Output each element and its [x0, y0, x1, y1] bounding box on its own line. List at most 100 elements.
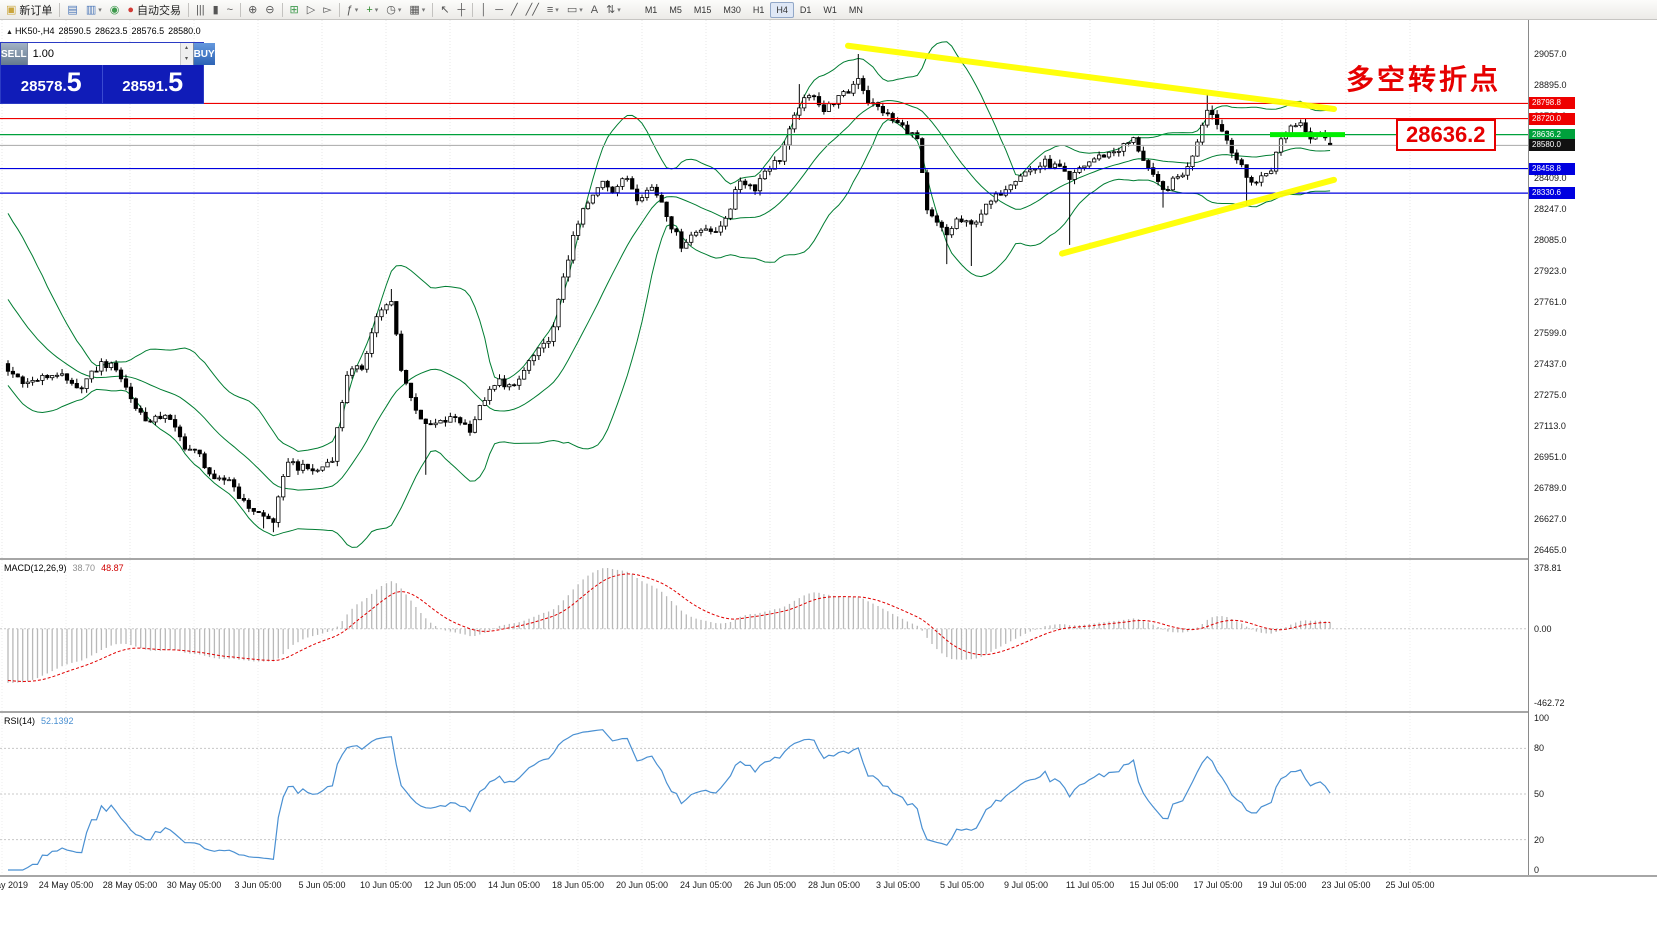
- macd-axis-label: 0.00: [1534, 624, 1552, 634]
- timeframe-button-d1[interactable]: D1: [799, 4, 812, 15]
- price-axis-label: 27437.0: [1534, 359, 1567, 369]
- time-axis-label: 17 Jul 05:00: [1193, 880, 1243, 890]
- tile-windows-icon[interactable]: ⊞: [286, 1, 303, 19]
- toolbar: ▣ 新订单 ▤ ▥ ▾ ◉ ● 自动交易 ||| ▮ ~ ⊕ ⊖ ⊞ ▷ ▻ ƒ ▾ + ▾ ◷ ▾ ▦ ▾ ↖ ┼ │ ─ ╱ ╱╱ ≡ ▾…: [0, 0, 1657, 20]
- toolbar-separator: [240, 2, 242, 17]
- templates-icon[interactable]: ▦ ▾: [405, 1, 429, 19]
- bar-chart-icon[interactable]: |||: [192, 1, 209, 19]
- rsi-axis-label: 100: [1534, 713, 1550, 723]
- cursor-icon[interactable]: ↖: [436, 1, 453, 19]
- rsi-panel[interactable]: RSI(14) 52.1392: [0, 713, 1528, 875]
- panel-separator[interactable]: [0, 711, 1657, 713]
- price-axis-label: 27761.0: [1534, 297, 1567, 307]
- timeframe-button-h1[interactable]: H1: [752, 4, 765, 15]
- toolbar-buttons: ▣ 新订单 ▤ ▥ ▾ ◉ ● 自动交易 ||| ▮ ~ ⊕ ⊖ ⊞ ▷ ▻ ƒ ▾ + ▾ ◷ ▾ ▦ ▾ ↖ ┼ │ ─ ╱ ╱╱ ≡ ▾…: [2, 1, 625, 19]
- candlestick-chart-icon[interactable]: ▮: [209, 1, 223, 19]
- time-axis-label: 14 Jun 05:00: [487, 880, 541, 890]
- periods-icon[interactable]: ◷ ▾: [382, 1, 405, 19]
- panel-separator[interactable]: [0, 875, 1657, 877]
- sell-button[interactable]: SELL: [1, 43, 27, 65]
- timeframe-button-m30[interactable]: M30: [723, 4, 741, 15]
- price-axis-label: 27599.0: [1534, 328, 1567, 338]
- price-axis-label: 28409.0: [1534, 173, 1567, 183]
- price-axis-label: 28895.0: [1534, 80, 1567, 90]
- charts-icon-glyph: ▤: [67, 3, 78, 16]
- indicators-icon[interactable]: ƒ ▾: [343, 1, 363, 19]
- timeframe-button-h4[interactable]: H4: [770, 1, 794, 18]
- rsi-axis-label: 80: [1534, 743, 1545, 753]
- turning-point-annotation: 多空转折点: [1346, 64, 1502, 95]
- auto-trading-button-glyph: ●: [127, 3, 134, 16]
- charts-icon[interactable]: ▤: [63, 1, 81, 19]
- channel-icon[interactable]: ╱╱: [522, 1, 543, 19]
- timeframe-button-m5[interactable]: M5: [669, 4, 682, 15]
- new-order-button[interactable]: ▣ 新订单: [2, 1, 56, 19]
- time-axis-label: 22 May 2019: [0, 880, 29, 890]
- sell-price[interactable]: 28578. 5: [1, 65, 103, 103]
- caret-down-icon: ▾: [354, 6, 359, 14]
- horizontal-line-icon[interactable]: ─: [491, 1, 507, 19]
- time-axis-label: 3 Jun 05:00: [234, 880, 282, 890]
- toolbar-separator: [281, 2, 283, 17]
- tile-windows-icon-glyph: ⊞: [289, 3, 299, 16]
- auto-scroll-icon[interactable]: ▷: [303, 1, 319, 19]
- rsi-axis-label: 0: [1534, 865, 1540, 875]
- shapes-icon[interactable]: ▭ ▾: [563, 1, 587, 19]
- price-axis-label: 26789.0: [1534, 483, 1567, 493]
- timeframe-button-m1[interactable]: M1: [644, 4, 658, 15]
- volume-decrease-button[interactable]: ▾: [180, 54, 193, 65]
- price-line-tag: 28720.0: [1529, 113, 1575, 125]
- timeframe-button-m15[interactable]: M15: [693, 4, 712, 15]
- time-axis-label: 5 Jul 05:00: [939, 880, 985, 890]
- chart-ohlc-header: ▲ HK50-,H4 28590.5 28623.5 28576.5 28580.0: [6, 26, 205, 36]
- text-label-icon-glyph: A: [590, 3, 599, 16]
- volume-input[interactable]: [27, 43, 180, 65]
- vertical-line-icon[interactable]: │: [476, 1, 491, 19]
- macd-label: MACD(12,26,9) 38.70 48.87: [4, 563, 124, 573]
- one-click-trading-panel: SELL ▴ ▾ BUY 28578.5 28591.5: [0, 42, 215, 104]
- price-axis-label: 26465.0: [1534, 545, 1567, 555]
- time-axis-label: 20 Jun 05:00: [615, 880, 669, 890]
- panel-separator[interactable]: [0, 558, 1657, 560]
- buy-price-pip: 5: [168, 67, 184, 97]
- auto-trading-button[interactable]: ● 自动交易: [123, 1, 185, 19]
- volume-increase-button[interactable]: ▴: [180, 43, 193, 54]
- shapes-icon-glyph: ▭: [566, 3, 578, 16]
- zoom-out-icon[interactable]: ⊖: [261, 1, 278, 19]
- new-order-button-label: 新订单: [19, 4, 53, 17]
- candlestick-chart[interactable]: [0, 20, 1528, 558]
- buy-price[interactable]: 28591. 5: [103, 65, 204, 103]
- trade-prices-row: 28578. 5 28591. 5: [1, 65, 203, 103]
- fibonacci-icon-glyph: ≡: [546, 3, 554, 16]
- time-axis[interactable]: 22 May 2019 24 May 05:00 28 May 05:00 30 Ma…: [0, 877, 1528, 945]
- crosshair-icon[interactable]: ┼: [454, 1, 470, 19]
- timeframe-button-w1[interactable]: W1: [823, 4, 837, 15]
- price-axis[interactable]: 29057.028895.028733.028571.028409.028247…: [1528, 20, 1657, 875]
- caret-down-icon: ▾: [98, 6, 102, 14]
- rsi-chart[interactable]: [0, 713, 1528, 875]
- macd-chart[interactable]: [0, 560, 1528, 711]
- line-chart-icon[interactable]: ~: [223, 1, 237, 19]
- auto-scroll-icon-glyph: ▷: [306, 3, 316, 16]
- fibonacci-icon[interactable]: ≡ ▾: [543, 1, 563, 19]
- market-watch-icon[interactable]: ◉: [106, 1, 124, 19]
- macd-panel[interactable]: MACD(12,26,9) 38.70 48.87: [0, 560, 1528, 711]
- zoom-in-icon[interactable]: ⊕: [244, 1, 261, 19]
- add-indicator-icon[interactable]: + ▾: [362, 1, 382, 19]
- timeframe-button-mn[interactable]: MN: [848, 4, 863, 15]
- macd-axis-label: -462.72: [1534, 698, 1565, 708]
- chart-shift-icon[interactable]: ▻: [319, 1, 335, 19]
- buy-button[interactable]: BUY: [193, 43, 215, 65]
- toolbar-separator: [472, 2, 474, 17]
- profiles-icon[interactable]: ▥ ▾: [82, 1, 106, 19]
- indicators-icon-glyph: ƒ: [346, 3, 353, 16]
- market-watch-icon-glyph: ◉: [109, 3, 120, 16]
- rsi-axis-label: 20: [1534, 835, 1545, 845]
- main-chart-panel[interactable]: ▲ HK50-,H4 28590.5 28623.5 28576.5 28580.0 SE…: [0, 20, 1528, 558]
- text-label-icon[interactable]: A: [587, 1, 602, 19]
- time-axis-label: 12 Jun 05:00: [423, 880, 477, 890]
- time-axis-label: 11 Jul 05:00: [1065, 880, 1115, 890]
- trendline-icon[interactable]: ╱: [507, 1, 522, 19]
- rsi-value: 52.1392: [41, 716, 74, 726]
- arrows-icon[interactable]: ⇅ ▾: [602, 1, 625, 19]
